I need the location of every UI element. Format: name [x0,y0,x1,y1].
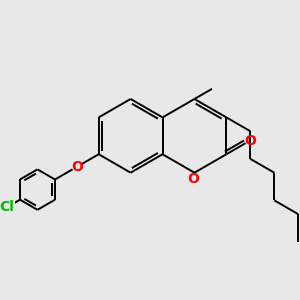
Text: Cl: Cl [0,200,14,214]
Text: O: O [71,160,83,174]
Text: O: O [187,172,199,186]
Text: O: O [244,134,256,148]
